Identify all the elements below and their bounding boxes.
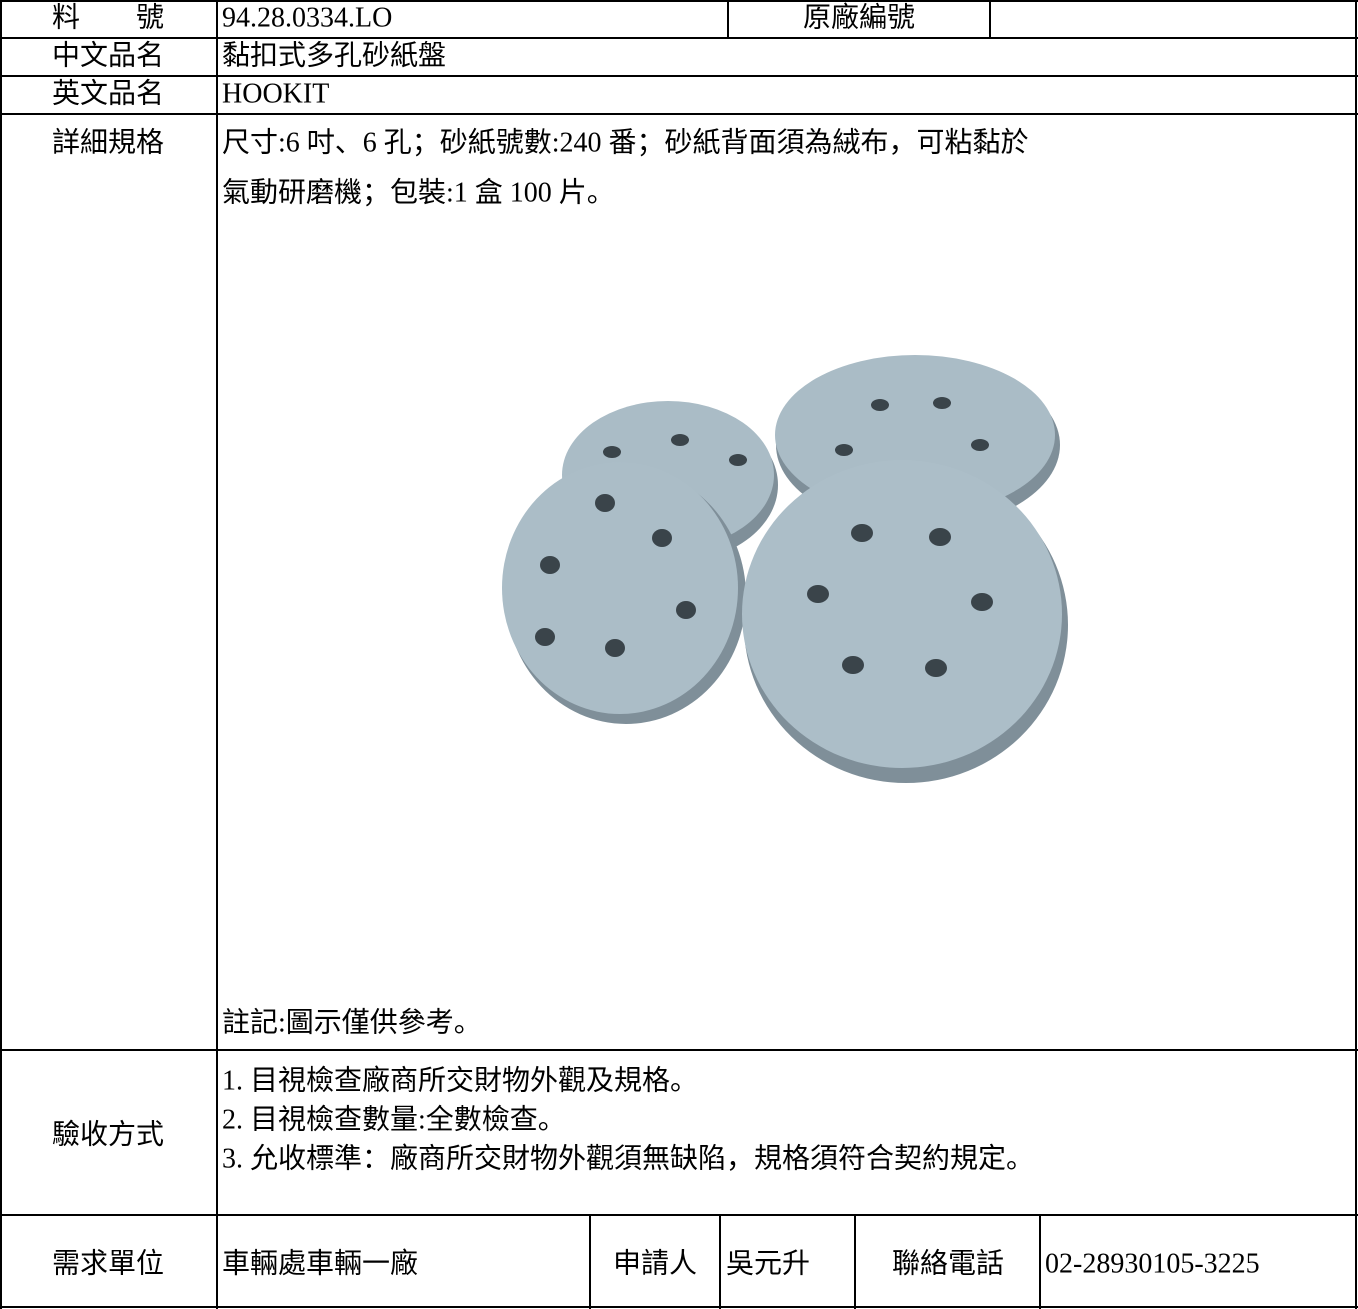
acceptance-line: 2. 目視檢查數量:全數檢查。 xyxy=(222,1103,566,1135)
product-image xyxy=(502,355,1068,783)
disc xyxy=(742,460,1062,768)
value: 吳元升 xyxy=(726,1248,810,1279)
note: 註記:圖示僅供參考。 xyxy=(222,1006,482,1038)
spec-line: 尺寸:6 吋、6 孔；砂紙號數:240 番；砂紙背面須為絨布，可粘黏於 xyxy=(222,126,1029,158)
label: 中文品名 xyxy=(52,39,164,71)
value: 車輛處車輛一廠 xyxy=(222,1247,418,1279)
acceptance-line: 1. 目視檢查廠商所交財物外觀及規格。 xyxy=(222,1064,698,1096)
label: 原廠編號 xyxy=(803,1,915,33)
label: 料 號 xyxy=(52,1,164,33)
disc xyxy=(502,462,738,714)
value: 94.28.0334.LO xyxy=(222,2,392,33)
value: HOOKIT xyxy=(222,78,329,109)
label: 申請人 xyxy=(613,1247,697,1279)
acceptance-line: 3. 允收標準：廠商所交財物外觀須無缺陷，規格須符合契約規定。 xyxy=(222,1142,1034,1174)
label: 驗收方式 xyxy=(52,1118,164,1150)
label: 詳細規格 xyxy=(52,126,164,158)
value: 02-28930105-3225 xyxy=(1045,1248,1260,1279)
spec-line: 氣動研磨機；包裝:1 盒 100 片。 xyxy=(222,176,615,208)
label: 英文品名 xyxy=(52,77,164,109)
label: 聯絡電話 xyxy=(892,1247,1004,1279)
holes xyxy=(535,397,993,677)
value: 黏扣式多孔砂紙盤 xyxy=(222,39,446,71)
label: 需求單位 xyxy=(52,1247,164,1279)
